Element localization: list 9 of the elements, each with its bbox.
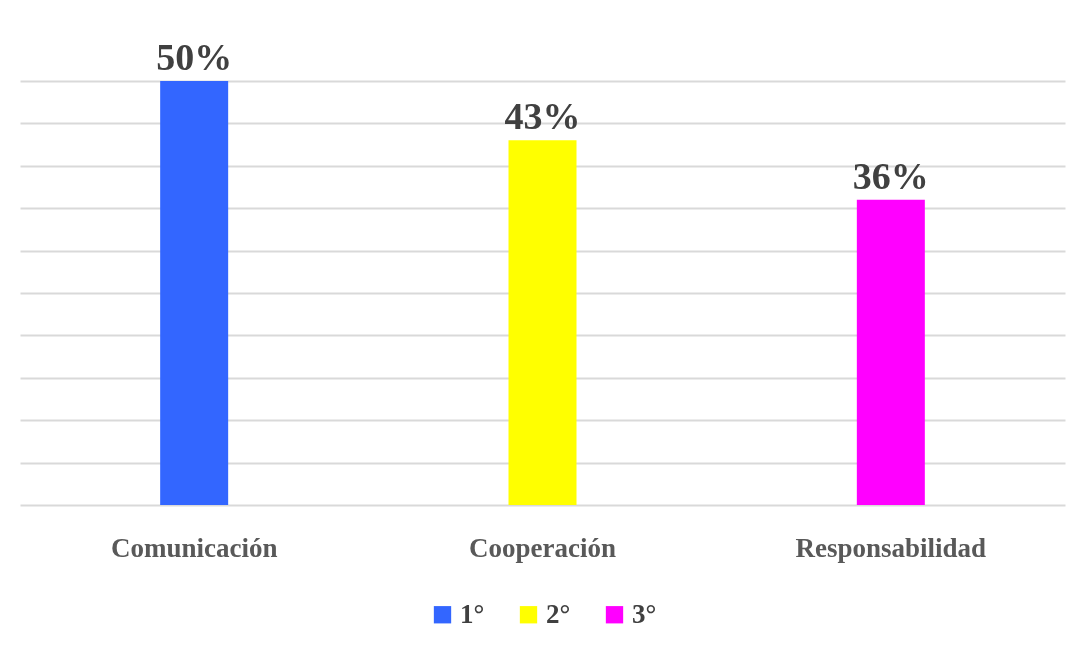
x-tick-label: Responsabilidad xyxy=(795,532,987,563)
data-label: 43% xyxy=(504,95,581,138)
legend-label: 3° xyxy=(632,598,657,629)
x-tick-label: Comunicación xyxy=(110,532,278,563)
legend-label: 1° xyxy=(460,598,485,629)
data-label: 36% xyxy=(852,154,929,197)
data-label: 50% xyxy=(156,36,233,78)
legend-label: 2° xyxy=(546,598,571,629)
x-tick-label: Cooperación xyxy=(469,532,616,563)
